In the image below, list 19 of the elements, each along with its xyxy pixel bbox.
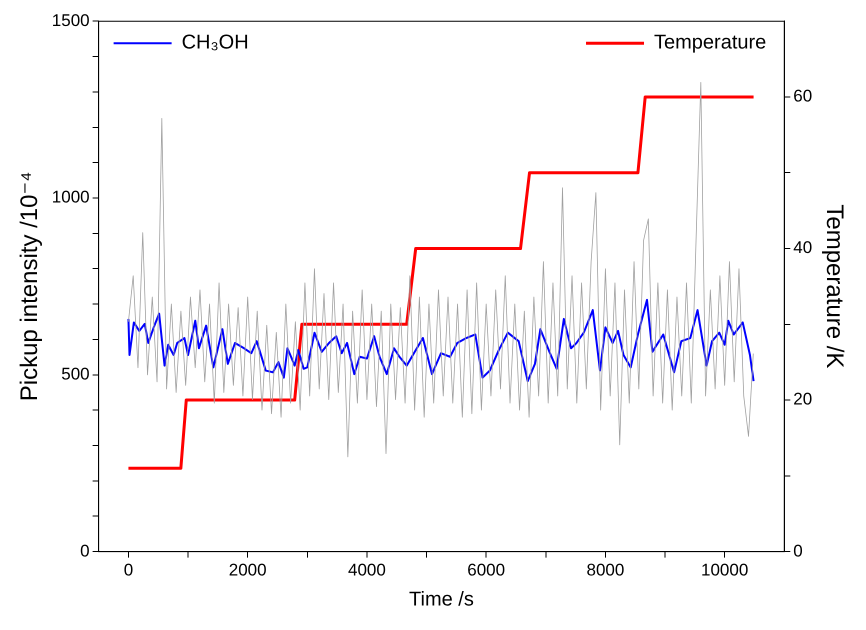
x-tick-label: 0: [124, 560, 134, 580]
legend-label: Temperature: [654, 32, 766, 54]
legend-label: CH₃OH: [182, 32, 249, 54]
y2-tick-label: 20: [793, 390, 812, 409]
y2-tick-label: 0: [793, 541, 803, 560]
x-tick-label: 2000: [228, 560, 267, 580]
y-tick-label: 0: [80, 541, 90, 560]
y-tick-label: 500: [61, 364, 90, 384]
y-tick-label: 1000: [52, 188, 90, 207]
x-tick-label: 4000: [348, 560, 386, 580]
y2-axis-title: Temperature /K: [820, 204, 848, 368]
y2-tick-label: 40: [793, 238, 812, 258]
y-axis-title: Pickup intensity /10⁻⁴: [16, 172, 44, 402]
x-tick-label: 6000: [467, 560, 506, 580]
y-tick-label: 1500: [52, 10, 90, 30]
x-tick-label: 10000: [701, 560, 748, 580]
x-tick-label: 8000: [586, 560, 624, 580]
x-axis-title: Time /s: [409, 588, 474, 611]
y2-tick-label: 60: [793, 86, 812, 106]
